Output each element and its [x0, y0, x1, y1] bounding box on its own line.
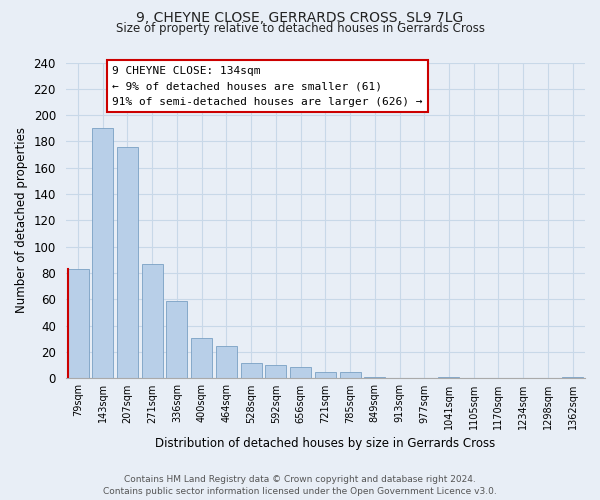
Bar	[92, 128, 113, 378]
X-axis label: Distribution of detached houses by size in Gerrards Cross: Distribution of detached houses by size …	[155, 437, 496, 450]
Bar	[68, 269, 89, 378]
Bar	[241, 362, 262, 378]
Bar	[142, 264, 163, 378]
Bar	[364, 377, 385, 378]
Text: Size of property relative to detached houses in Gerrards Cross: Size of property relative to detached ho…	[115, 22, 485, 35]
Bar	[562, 377, 583, 378]
Text: 9 CHEYNE CLOSE: 134sqm
← 9% of detached houses are smaller (61)
91% of semi-deta: 9 CHEYNE CLOSE: 134sqm ← 9% of detached …	[112, 66, 423, 107]
Bar	[439, 377, 460, 378]
Bar	[340, 372, 361, 378]
Bar	[290, 366, 311, 378]
Text: Contains HM Land Registry data © Crown copyright and database right 2024.
Contai: Contains HM Land Registry data © Crown c…	[103, 474, 497, 496]
Bar	[265, 366, 286, 378]
Bar	[315, 372, 336, 378]
Bar	[166, 301, 187, 378]
Bar	[117, 146, 138, 378]
Y-axis label: Number of detached properties: Number of detached properties	[15, 128, 28, 314]
Bar	[216, 346, 237, 378]
Bar	[191, 338, 212, 378]
Text: 9, CHEYNE CLOSE, GERRARDS CROSS, SL9 7LG: 9, CHEYNE CLOSE, GERRARDS CROSS, SL9 7LG	[136, 11, 464, 25]
